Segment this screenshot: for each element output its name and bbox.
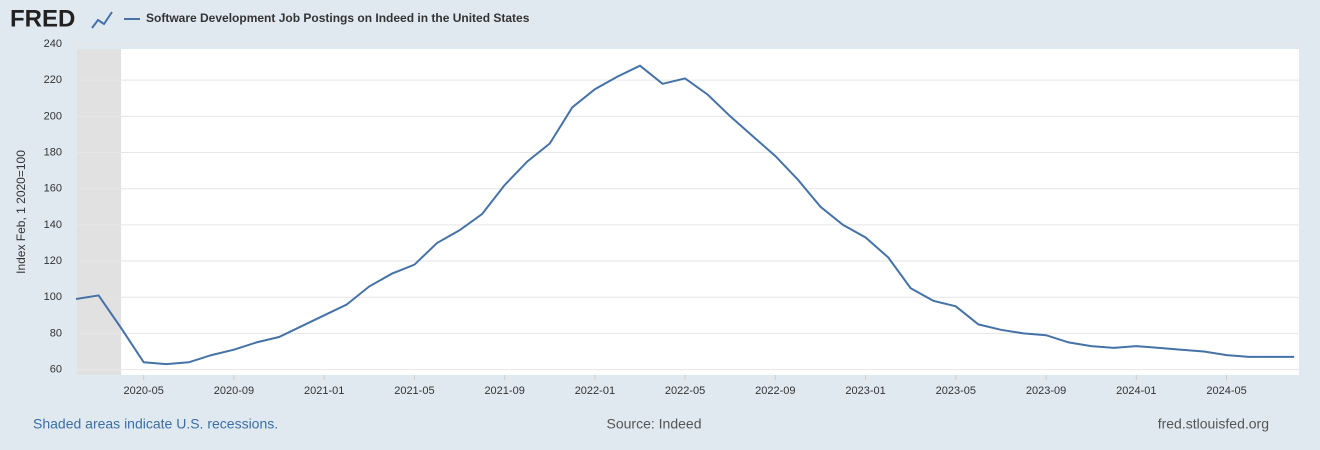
x-tick-label: 2023-01 xyxy=(845,385,885,397)
y-tick-label: 100 xyxy=(44,291,62,303)
x-tick-label: 2022-05 xyxy=(665,385,705,397)
y-tick-label: 180 xyxy=(44,146,62,158)
y-tick-label: 120 xyxy=(44,255,62,267)
x-tick-label: 2023-05 xyxy=(936,385,976,397)
x-tick-label: 2022-01 xyxy=(575,385,615,397)
x-tick-label: 2022-09 xyxy=(755,385,795,397)
x-tick-label: 2020-09 xyxy=(214,385,254,397)
x-tick-label: 2023-09 xyxy=(1026,385,1066,397)
y-tick-label: 160 xyxy=(44,183,62,195)
footer-note: Shaded areas indicate U.S. recessions. xyxy=(33,416,278,432)
y-tick-label: 140 xyxy=(44,219,62,231)
data-line xyxy=(75,64,1295,366)
footer-source: Source: Indeed xyxy=(607,416,702,432)
y-tick-label: 60 xyxy=(50,363,62,375)
logo-icon xyxy=(91,11,113,29)
x-tick-label: 2024-01 xyxy=(1116,385,1156,397)
y-axis-label: Index Feb, 1 2020=100 xyxy=(14,150,28,274)
x-tick-label: 2024-05 xyxy=(1206,385,1246,397)
brand-logo: FRED xyxy=(10,5,75,32)
plot-area xyxy=(77,49,1299,375)
y-tick-label: 200 xyxy=(44,110,62,122)
x-tick-label: 2021-05 xyxy=(394,385,434,397)
y-tick-label: 220 xyxy=(44,74,62,86)
y-tick-label: 240 xyxy=(44,38,62,50)
x-tick-label: 2021-09 xyxy=(484,385,524,397)
x-tick-label: 2020-05 xyxy=(123,385,163,397)
recession-shade xyxy=(77,49,122,375)
legend-label: Software Development Job Postings on Ind… xyxy=(146,11,530,25)
y-tick-label: 80 xyxy=(50,327,62,339)
footer-url: fred.stlouisfed.org xyxy=(1158,416,1269,432)
x-tick-label: 2021-01 xyxy=(304,385,344,397)
